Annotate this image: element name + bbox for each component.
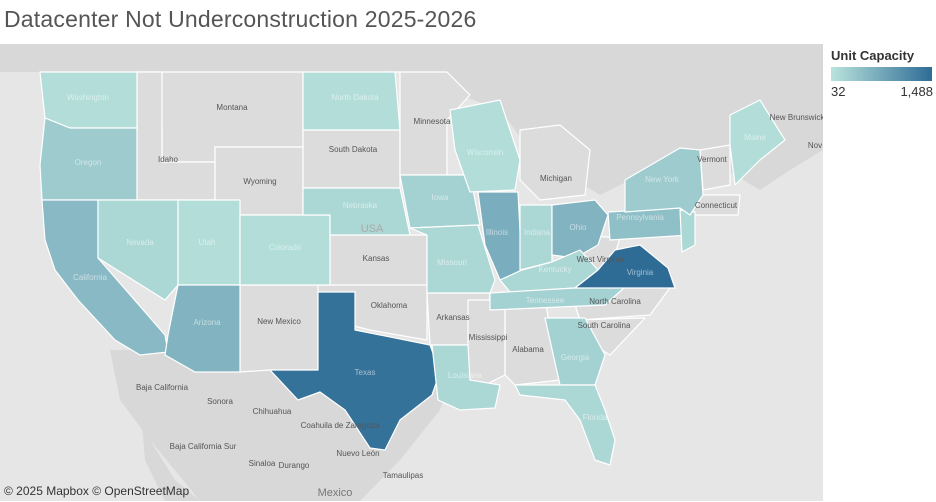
label-in: Indiana: [524, 228, 551, 237]
state-nv[interactable]: [97, 199, 179, 301]
label-sc: South Carolina: [578, 321, 631, 330]
label-nc: North Carolina: [589, 297, 641, 306]
state-tx[interactable]: [269, 291, 441, 451]
state-nj[interactable]: [679, 209, 696, 253]
label-ca: California: [73, 273, 107, 282]
canada-landmass: [0, 44, 823, 195]
state-ne[interactable]: [302, 187, 411, 236]
label-tx: Texas: [355, 368, 376, 377]
label-va: Virginia: [627, 268, 654, 277]
label-chihuahua: Chihuahua: [253, 407, 292, 416]
state-nd[interactable]: [302, 71, 401, 131]
label-vt: Vermont: [697, 155, 728, 164]
legend-gradient: [831, 67, 932, 81]
label-nm: New Mexico: [257, 317, 301, 326]
label-me: Maine: [744, 133, 766, 142]
color-legend: Unit Capacity 32 1,488: [831, 48, 933, 99]
gray-labels: Montana Idaho Wyoming South Dakota Kansa…: [136, 103, 823, 499]
label-mt: Montana: [216, 103, 248, 112]
label-nb: New Brunswick: [770, 113, 823, 122]
legend-max: 1,488: [900, 84, 933, 99]
label-la: Louisiana: [448, 371, 483, 380]
label-ny: New York: [645, 175, 680, 184]
label-il: Illinois: [486, 228, 508, 237]
label-ga: Georgia: [561, 353, 590, 362]
state-mn[interactable]: [384, 71, 471, 176]
label-wv: West Virginia: [577, 255, 624, 264]
label-wy: Wyoming: [243, 177, 276, 186]
label-coahuila: Coahuila de Zaragoza: [301, 421, 380, 430]
label-ar: Arkansas: [436, 313, 469, 322]
us-map[interactable]: Washington Oregon California Nevada Utah…: [0, 44, 823, 501]
state-wi[interactable]: [449, 99, 521, 193]
label-nv: Nevada: [126, 238, 154, 247]
label-ct: Connecticut: [695, 201, 738, 210]
label-tn: Tennessee: [526, 296, 565, 305]
label-pa: Pennsylvania: [616, 213, 664, 222]
label-id: Idaho: [158, 155, 179, 164]
state-sd[interactable]: [302, 129, 401, 189]
state-la[interactable]: [431, 344, 501, 411]
legend-range: 32 1,488: [831, 84, 933, 99]
label-ms: Mississippi: [469, 333, 508, 342]
label-ne: Nebraska: [343, 201, 378, 210]
state-va[interactable]: [574, 244, 676, 289]
label-mexico: Mexico: [318, 487, 353, 499]
state-nm[interactable]: [239, 284, 319, 373]
state-ny[interactable]: [624, 147, 704, 216]
label-ut: Utah: [199, 238, 216, 247]
label-fl: Florida: [583, 413, 608, 422]
map-title: Datacenter Not Underconstruction 2025-20…: [4, 6, 477, 32]
state-in[interactable]: [519, 204, 553, 271]
label-wi: Wisconsin: [467, 148, 503, 157]
label-mi: Michigan: [540, 174, 572, 183]
label-sonora: Sonora: [207, 397, 233, 406]
label-sd: South Dakota: [329, 145, 378, 154]
label-durango: Durango: [279, 461, 310, 470]
legend-title: Unit Capacity: [831, 48, 915, 63]
label-oh: Ohio: [570, 223, 587, 232]
state-az[interactable]: [164, 284, 241, 373]
state-ia[interactable]: [399, 174, 481, 229]
state-tn[interactable]: [489, 286, 626, 311]
label-al: Alabama: [512, 345, 544, 354]
label-ky: Kentucky: [539, 265, 572, 274]
label-tamaulipas: Tamaulipas: [383, 471, 423, 480]
map-attribution[interactable]: © 2025 Mapbox © OpenStreetMap: [4, 484, 190, 498]
label-sinaloa: Sinaloa: [249, 459, 276, 468]
state-mi[interactable]: [519, 124, 591, 201]
label-baja: Baja California: [136, 383, 189, 392]
map-canvas[interactable]: Washington Oregon California Nevada Utah…: [0, 44, 823, 501]
state-labels: Washington Oregon California Nevada Utah…: [67, 93, 766, 422]
state-oh[interactable]: [551, 199, 609, 259]
label-nuevo-leon: Nuevo León: [336, 449, 379, 458]
label-mo: Missouri: [437, 258, 467, 267]
label-or: Oregon: [75, 158, 102, 167]
baja-landmass: [140, 400, 200, 501]
label-usa: USA: [361, 223, 384, 235]
state-fl[interactable]: [514, 384, 616, 466]
state-vt[interactable]: [699, 144, 731, 191]
state-me[interactable]: [729, 99, 786, 186]
legend-min: 32: [831, 84, 846, 99]
label-nova: Nov: [808, 141, 822, 150]
state-co[interactable]: [239, 214, 331, 286]
state-ga[interactable]: [544, 317, 606, 386]
label-wa: Washington: [67, 93, 109, 102]
label-nd: North Dakota: [331, 93, 379, 102]
label-az: Arizona: [193, 318, 221, 327]
label-co: Colorado: [269, 243, 302, 252]
label-ia: Iowa: [432, 193, 449, 202]
label-ok: Oklahoma: [371, 301, 408, 310]
label-baja-sur: Baja California Sur: [170, 442, 237, 451]
label-ks: Kansas: [363, 254, 390, 263]
label-mn: Minnesota: [414, 117, 451, 126]
